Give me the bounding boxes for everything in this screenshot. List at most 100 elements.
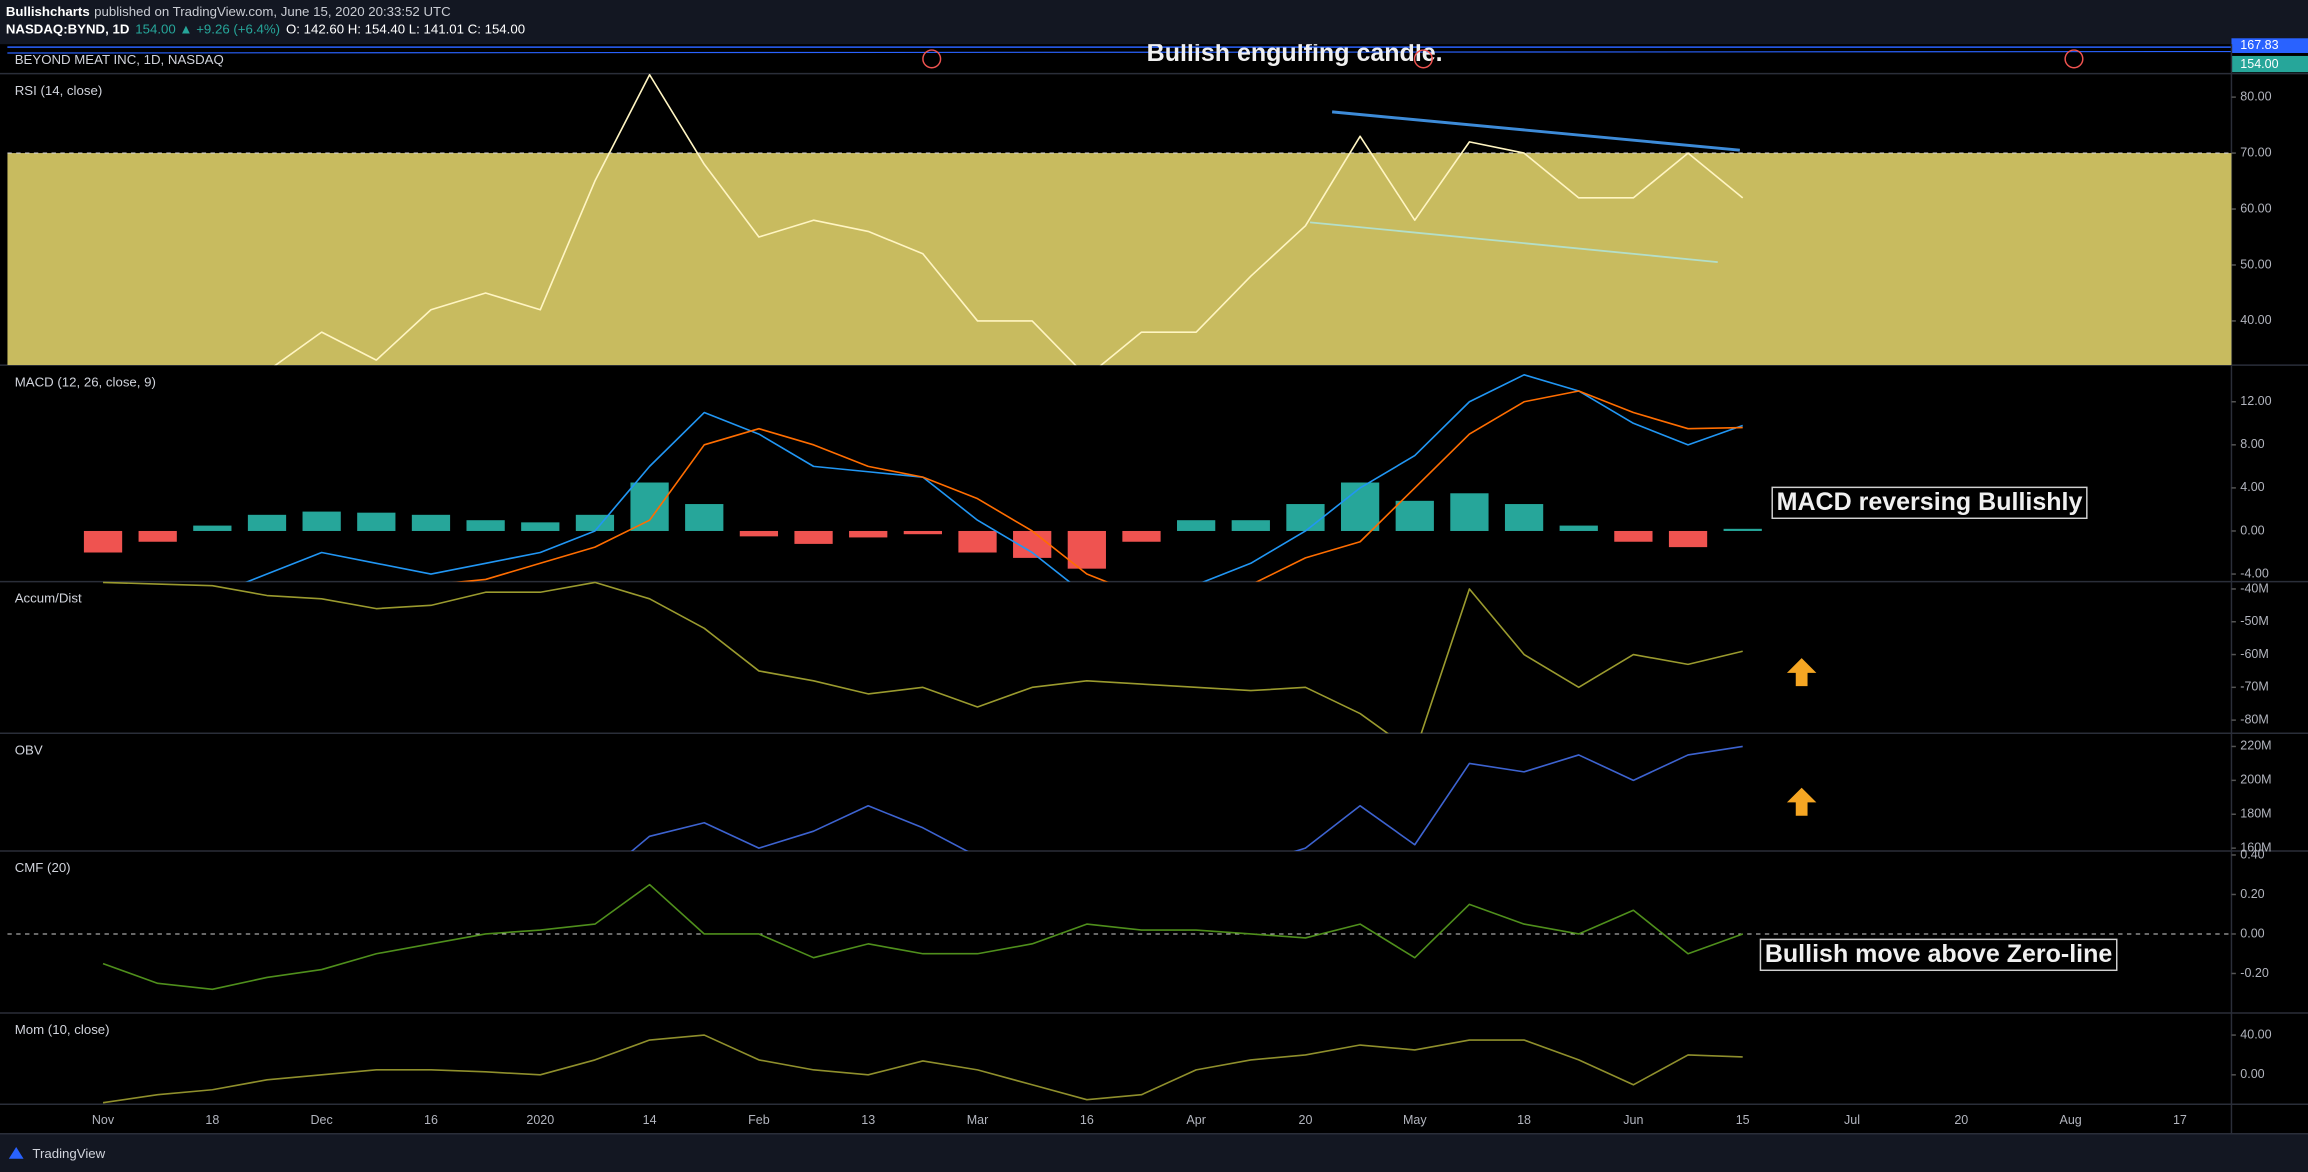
y-tick-label: 8.00 — [2240, 437, 2264, 451]
histogram-bar — [1614, 530, 1653, 542]
y-tick-label: -40M — [2240, 581, 2268, 595]
x-tick-label: Jun — [1623, 1113, 1643, 1127]
x-tick-label: 16 — [424, 1113, 438, 1127]
histogram-bar — [247, 514, 287, 531]
histogram-bar — [1450, 493, 1489, 531]
y-tick-label: -60M — [2240, 647, 2268, 661]
pane — [102, 1034, 1743, 1104]
trend-line — [1309, 221, 1718, 263]
pane — [83, 374, 1762, 582]
earnings-marker — [2064, 49, 2084, 69]
earnings-marker — [1413, 49, 1433, 69]
annotation: MACD reversing Bullishly — [1777, 488, 2083, 516]
histogram-bar — [1668, 530, 1708, 548]
y-tick-label: 40.00 — [2240, 1027, 2271, 1041]
y-tick-label: 0.00 — [2240, 1067, 2264, 1081]
x-tick-label: Aug — [2060, 1113, 2082, 1127]
published: published on TradingView.com, June 15, 2… — [94, 3, 451, 18]
ohlc: O: 142.60 H: 154.40 L: 141.01 C: 154.00 — [286, 21, 525, 36]
histogram-bar — [521, 522, 560, 531]
trend-line — [1331, 110, 1740, 152]
y-tick-label: 80.00 — [2240, 89, 2271, 103]
price-line — [7, 50, 2232, 54]
x-tick-label: Apr — [1186, 1113, 1205, 1127]
pane — [7, 883, 2232, 991]
pane-title: OBV — [15, 742, 43, 757]
x-tick-label: 14 — [643, 1113, 657, 1127]
histogram-bar — [958, 530, 997, 553]
publisher: Bullishcharts — [6, 3, 90, 18]
price-label-bg — [2231, 38, 2308, 54]
price-label-bg — [2231, 55, 2308, 73]
histogram-bar — [1723, 528, 1762, 531]
x-tick-label: 13 — [861, 1113, 875, 1127]
x-tick-label: Dec — [311, 1113, 333, 1127]
y-tick-label: 4.00 — [2240, 480, 2264, 494]
x-tick-label: 20 — [1299, 1113, 1313, 1127]
y-tick-label: 60.00 — [2240, 201, 2271, 215]
histogram-bar — [903, 530, 942, 535]
price-pane-title: BEYOND MEAT INC, 1D, NASDAQ — [15, 52, 224, 67]
series-line — [102, 883, 1743, 991]
x-tick-label: 2020 — [526, 1113, 554, 1127]
pane-title: MACD (12, 26, close, 9) — [15, 374, 156, 389]
up-arrow — [1786, 787, 1817, 816]
price-annotation: Bullish engulfing candle. — [1147, 39, 1443, 67]
publish-line: Bullishcharts published on TradingView.co… — [6, 3, 451, 18]
y-tick-label: 180M — [2240, 807, 2271, 821]
x-tick-label: May — [1403, 1113, 1427, 1127]
y-tick-label: 0.00 — [2240, 523, 2264, 537]
histogram-bar — [138, 530, 177, 542]
histogram-bar — [1395, 500, 1434, 531]
price-annotation-group: Bullish engulfing candle. — [1147, 39, 1443, 67]
price-label: 154.00 — [2240, 57, 2278, 71]
series-line — [274, 73, 1744, 366]
up-arrow — [1786, 658, 1817, 687]
x-tick-label: 20 — [1954, 1113, 1968, 1127]
series-line — [455, 390, 1743, 582]
y-tick-label: -80M — [2240, 712, 2268, 726]
y-tick-label: -50M — [2240, 614, 2268, 628]
y-tick-label: 0.40 — [2240, 847, 2264, 861]
x-tick-label: Jul — [1844, 1113, 1860, 1127]
x-tick-label: 15 — [1736, 1113, 1750, 1127]
pane — [630, 745, 1743, 852]
footer: TradingView — [32, 1146, 105, 1161]
x-tick-label: Mar — [967, 1113, 989, 1127]
y-tick-label: -0.20 — [2240, 966, 2269, 980]
histogram-bar — [411, 514, 451, 531]
x-tick-label: 17 — [2173, 1113, 2187, 1127]
histogram-bar — [83, 530, 123, 553]
histogram-bar — [302, 511, 341, 531]
pane-title: CMF (20) — [15, 860, 71, 875]
symbol: NASDAQ:BYND, 1D — [6, 21, 130, 36]
series-line — [103, 581, 1743, 734]
y-tick-label: 0.00 — [2240, 926, 2264, 940]
annotation-box — [1771, 486, 2088, 520]
annotation: Bullish move above Zero-line — [1765, 940, 2113, 968]
histogram-bar — [1340, 482, 1380, 531]
price-label: 167.83 — [2240, 38, 2278, 52]
histogram-bar — [466, 520, 505, 531]
tradingview-logo — [8, 1146, 24, 1159]
y-tick-label: 50.00 — [2240, 257, 2271, 271]
annotation-box — [1759, 938, 2118, 972]
histogram-bar — [1067, 530, 1106, 569]
y-tick-label: -70M — [2240, 680, 2268, 694]
y-tick-label: 40.00 — [2240, 313, 2271, 327]
x-tick-label: 18 — [1517, 1113, 1531, 1127]
histogram-bar — [1559, 525, 1598, 531]
x-tick-label: 16 — [1080, 1113, 1094, 1127]
histogram-bar — [630, 482, 669, 531]
y-tick-label: 220M — [2240, 739, 2271, 753]
histogram-bar — [1177, 520, 1216, 531]
histogram-bar — [849, 530, 888, 538]
pane — [103, 581, 1743, 734]
x-tick-label: 18 — [205, 1113, 219, 1127]
pane-title: Mom (10, close) — [15, 1022, 110, 1037]
earnings-marker — [922, 49, 942, 69]
y-tick-label: 200M — [2240, 773, 2271, 787]
histogram-bar — [1231, 520, 1270, 531]
y-tick-label: -4.00 — [2240, 566, 2269, 580]
